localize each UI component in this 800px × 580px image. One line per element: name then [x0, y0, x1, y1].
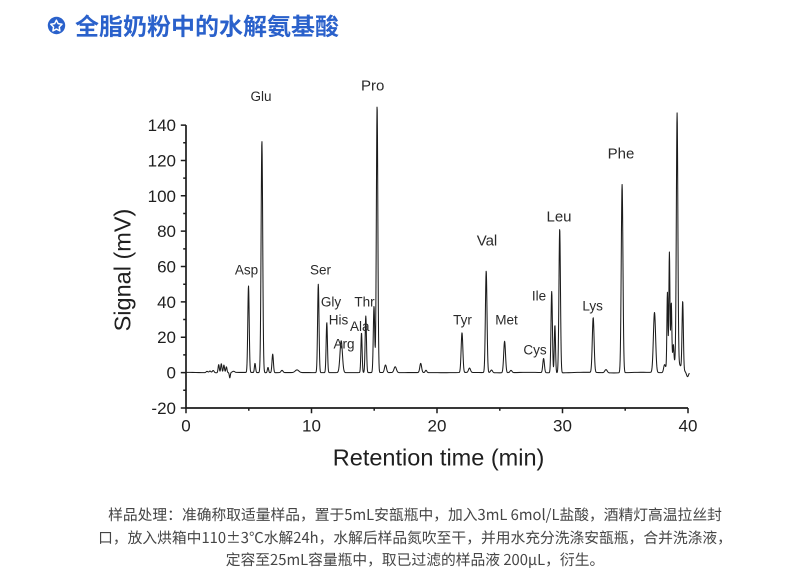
svg-text:0: 0 [167, 364, 176, 383]
svg-text:Lys: Lys [582, 299, 603, 314]
svg-text:Phe: Phe [608, 146, 635, 163]
svg-text:Asp: Asp [235, 263, 258, 278]
svg-text:60: 60 [157, 258, 176, 277]
svg-text:40: 40 [679, 417, 698, 436]
svg-text:Val: Val [477, 233, 498, 250]
svg-text:Glu: Glu [250, 89, 271, 104]
svg-text:Arg: Arg [333, 337, 354, 352]
svg-text:Retention time (min): Retention time (min) [333, 445, 545, 471]
svg-text:20: 20 [157, 328, 176, 347]
svg-text:40: 40 [157, 293, 176, 312]
svg-text:80: 80 [157, 222, 176, 241]
svg-text:Cys: Cys [523, 343, 546, 358]
svg-text:Ala: Ala [350, 319, 370, 334]
svg-text:140: 140 [148, 116, 176, 135]
svg-text:Pro: Pro [361, 78, 384, 95]
svg-text:Leu: Leu [546, 209, 571, 226]
svg-text:-20: -20 [151, 399, 176, 418]
svg-text:100: 100 [148, 187, 176, 206]
svg-text:Met: Met [495, 313, 518, 328]
svg-text:His: His [329, 313, 349, 328]
svg-text:10: 10 [302, 417, 321, 436]
svg-text:Gly: Gly [321, 295, 342, 310]
svg-text:120: 120 [148, 151, 176, 170]
svg-text:0: 0 [181, 417, 190, 436]
svg-text:Ile: Ile [532, 289, 546, 304]
svg-text:Tyr: Tyr [453, 313, 472, 328]
svg-text:30: 30 [553, 417, 572, 436]
svg-text:Ser: Ser [310, 263, 332, 278]
svg-text:Signal (mV): Signal (mV) [110, 209, 136, 332]
svg-text:Thr: Thr [354, 295, 375, 310]
svg-text:20: 20 [428, 417, 447, 436]
